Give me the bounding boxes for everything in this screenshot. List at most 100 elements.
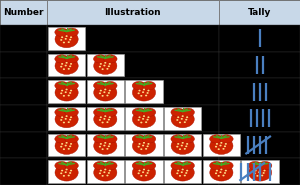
Ellipse shape xyxy=(146,172,148,174)
Ellipse shape xyxy=(104,62,106,64)
Ellipse shape xyxy=(262,172,265,174)
Ellipse shape xyxy=(63,122,65,123)
Ellipse shape xyxy=(55,31,78,48)
Ellipse shape xyxy=(139,143,141,145)
Ellipse shape xyxy=(186,170,188,171)
Ellipse shape xyxy=(184,148,186,150)
Ellipse shape xyxy=(103,118,106,120)
Ellipse shape xyxy=(140,95,142,97)
Ellipse shape xyxy=(69,65,71,67)
Circle shape xyxy=(55,108,68,116)
Ellipse shape xyxy=(184,175,186,176)
Ellipse shape xyxy=(64,171,67,173)
Ellipse shape xyxy=(215,146,217,147)
FancyBboxPatch shape xyxy=(87,134,124,157)
Ellipse shape xyxy=(185,145,187,147)
Ellipse shape xyxy=(210,164,233,181)
FancyBboxPatch shape xyxy=(87,53,124,76)
Ellipse shape xyxy=(94,164,117,181)
Text: Number: Number xyxy=(3,8,43,17)
Circle shape xyxy=(181,162,194,170)
FancyBboxPatch shape xyxy=(46,105,219,132)
Ellipse shape xyxy=(109,63,111,65)
Ellipse shape xyxy=(99,92,101,94)
Ellipse shape xyxy=(101,68,104,70)
Circle shape xyxy=(132,162,146,170)
Ellipse shape xyxy=(143,142,145,144)
FancyBboxPatch shape xyxy=(0,158,46,185)
Ellipse shape xyxy=(147,90,149,91)
Ellipse shape xyxy=(224,145,226,147)
Ellipse shape xyxy=(222,148,225,150)
Ellipse shape xyxy=(179,122,181,123)
Ellipse shape xyxy=(138,146,140,147)
Circle shape xyxy=(142,81,156,90)
Ellipse shape xyxy=(216,143,218,145)
Ellipse shape xyxy=(103,65,106,66)
Ellipse shape xyxy=(258,171,260,173)
Ellipse shape xyxy=(109,116,111,118)
FancyBboxPatch shape xyxy=(46,132,219,158)
Ellipse shape xyxy=(248,164,272,181)
Ellipse shape xyxy=(140,122,142,123)
Ellipse shape xyxy=(61,90,63,91)
Ellipse shape xyxy=(176,119,178,121)
Ellipse shape xyxy=(109,90,111,91)
Ellipse shape xyxy=(99,66,101,68)
Ellipse shape xyxy=(69,145,71,147)
Ellipse shape xyxy=(70,143,72,145)
Circle shape xyxy=(171,108,184,116)
Circle shape xyxy=(55,55,68,63)
Circle shape xyxy=(65,135,78,143)
Ellipse shape xyxy=(100,63,102,65)
Ellipse shape xyxy=(145,148,147,150)
FancyBboxPatch shape xyxy=(219,25,300,52)
Circle shape xyxy=(103,135,117,143)
Ellipse shape xyxy=(138,92,140,94)
Ellipse shape xyxy=(108,145,110,147)
Ellipse shape xyxy=(100,170,102,171)
Ellipse shape xyxy=(103,171,106,173)
FancyBboxPatch shape xyxy=(125,80,163,103)
Ellipse shape xyxy=(99,146,101,147)
Ellipse shape xyxy=(219,171,222,173)
Ellipse shape xyxy=(60,92,62,94)
Ellipse shape xyxy=(146,145,148,147)
Ellipse shape xyxy=(138,119,140,121)
Circle shape xyxy=(94,135,107,143)
Ellipse shape xyxy=(225,170,227,171)
Ellipse shape xyxy=(140,148,142,150)
Ellipse shape xyxy=(69,119,71,120)
Ellipse shape xyxy=(100,143,102,145)
Circle shape xyxy=(65,108,78,116)
Ellipse shape xyxy=(182,169,184,170)
Ellipse shape xyxy=(68,68,70,70)
FancyBboxPatch shape xyxy=(219,0,300,25)
Ellipse shape xyxy=(254,170,257,171)
Ellipse shape xyxy=(108,119,110,120)
Circle shape xyxy=(65,81,78,90)
Ellipse shape xyxy=(63,148,65,150)
Ellipse shape xyxy=(142,91,144,93)
Ellipse shape xyxy=(101,175,104,177)
Circle shape xyxy=(94,55,107,63)
FancyBboxPatch shape xyxy=(87,107,124,130)
Ellipse shape xyxy=(55,111,78,128)
Circle shape xyxy=(65,28,78,36)
FancyBboxPatch shape xyxy=(219,158,300,185)
Circle shape xyxy=(103,108,117,116)
FancyBboxPatch shape xyxy=(0,78,46,105)
Ellipse shape xyxy=(186,116,188,118)
Ellipse shape xyxy=(64,145,67,146)
Ellipse shape xyxy=(259,169,261,170)
Ellipse shape xyxy=(65,142,68,144)
Ellipse shape xyxy=(60,119,62,121)
Ellipse shape xyxy=(104,115,106,117)
Ellipse shape xyxy=(60,66,62,68)
Ellipse shape xyxy=(106,148,109,150)
Ellipse shape xyxy=(179,148,181,150)
Circle shape xyxy=(55,162,68,170)
Ellipse shape xyxy=(103,91,106,93)
Circle shape xyxy=(171,135,184,143)
Circle shape xyxy=(103,55,117,63)
